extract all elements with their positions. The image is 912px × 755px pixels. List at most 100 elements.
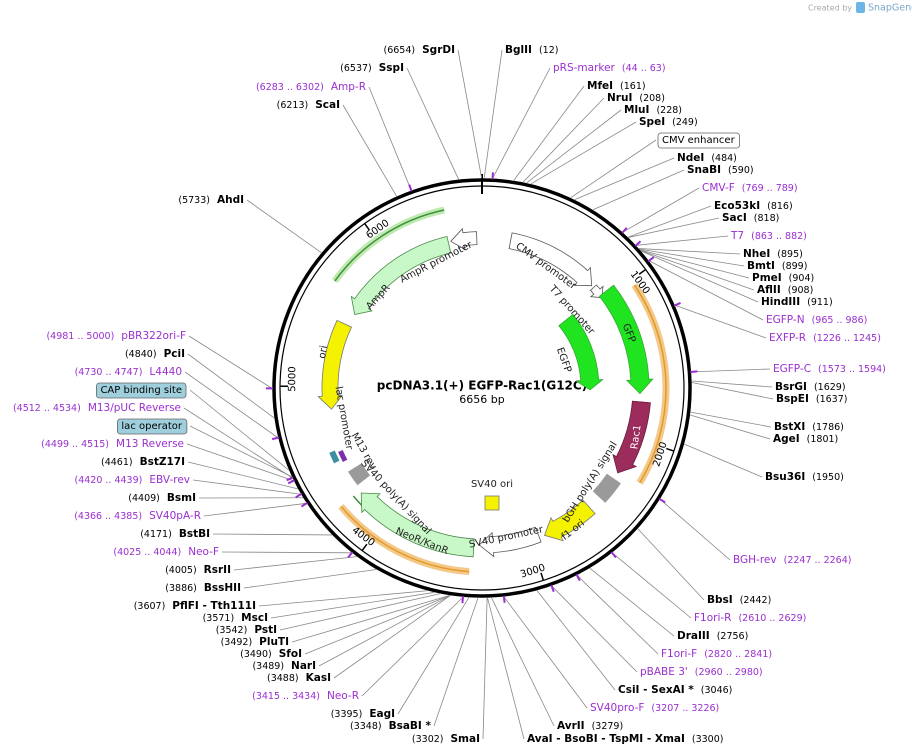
label-name: EXFP-R [769, 332, 806, 344]
label-name: pBABE 3' [640, 666, 688, 678]
site-label: pBABE 3' (2960 .. 2980) [640, 666, 763, 678]
label-name: Neo-F [188, 546, 219, 558]
restriction-site: (3348) BsaBI * [350, 597, 479, 732]
label-name: pBR322ori-F [121, 330, 186, 342]
label-name: F1ori-F [661, 648, 697, 660]
label-name: MluI [624, 104, 649, 116]
restriction-site: (6537) SspI [340, 62, 459, 180]
restriction-site: SnaBI (590) [592, 164, 754, 211]
restriction-site: (3488) KasI [267, 595, 451, 684]
restriction-site: Eco53kI (816) [628, 200, 793, 238]
label-position: (4420 .. 4439) [75, 475, 143, 486]
primer-mark [271, 436, 280, 441]
primer: EGFP-N (965 .. 986) [647, 256, 867, 326]
label-position: (4512 .. 4534) [13, 403, 81, 414]
label-name: ScaI [315, 99, 340, 111]
restriction-site: (3542) PstI [216, 593, 440, 636]
primer-mark [550, 584, 555, 593]
restriction-site: (3490) SfoI [240, 595, 451, 660]
site-label: NheI (895) [743, 248, 803, 260]
leader-line [258, 590, 428, 607]
feature-arrow [478, 526, 542, 558]
restriction-site: SacI (818) [628, 212, 780, 238]
label-name: SV40pA-R [149, 510, 201, 522]
restriction-site: BbsI (2442) [637, 528, 771, 606]
leader-line [503, 596, 588, 709]
leader-line [530, 121, 637, 185]
leader-line [628, 217, 720, 238]
site-label: BbsI (2442) [707, 594, 771, 606]
label-name: Amp-R [331, 81, 366, 93]
primer: EGFP-C (1573 .. 1594) [690, 363, 886, 375]
feature-arrow [360, 492, 475, 558]
label-name: PciI [164, 348, 185, 360]
site-label: (4461) BstZ17I [101, 456, 185, 468]
site-label: EGFP-C (1573 .. 1594) [773, 363, 886, 375]
label-position: (4171) [140, 529, 172, 540]
label-name: EGFP-N [766, 314, 805, 326]
map-title: pcDNA3.1(+) EGFP-Rac1(G12C) [377, 379, 587, 393]
label-position: (2247 .. 2264) [784, 555, 852, 566]
primer-mark [634, 240, 642, 247]
label-name: BGH-rev [733, 554, 777, 566]
primer-mark [295, 492, 303, 499]
label-name: CsiI - SexAI * [618, 684, 694, 696]
leader-line [189, 389, 289, 471]
label-position: (5733) [178, 195, 210, 206]
site-label: (3488) KasI [267, 672, 331, 684]
site-label: MluI (228) [624, 104, 682, 116]
highlight [633, 284, 667, 484]
restriction-site: DraIII (2756) [589, 567, 748, 642]
restriction-site: BmtI (899) [639, 248, 807, 272]
label-position: (818) [754, 213, 780, 224]
site-label: BsrGI (1629) [775, 381, 846, 393]
leader-line [659, 498, 731, 561]
label-position: (4461) [101, 457, 133, 468]
site-label: (4981 .. 5000) pBR322ori-F [46, 330, 186, 342]
label-position: (4981 .. 5000) [46, 331, 114, 342]
leader-line [397, 597, 470, 715]
label-position: (228) [656, 105, 682, 116]
restriction-site: (3302) SmaI [412, 597, 488, 745]
leader-line [628, 205, 712, 238]
site-label: (6654) SgrDI [384, 44, 455, 56]
label-name: PmeI [752, 272, 782, 284]
feature-box [657, 132, 740, 149]
site-label: (3571) MscI [203, 612, 268, 624]
site-label: (4171) BstBI [140, 528, 210, 540]
site-label: (3395) EagI [331, 708, 395, 720]
primer: pRS-marker (44 .. 63) [491, 62, 666, 180]
restriction-site: BstXI (1786) [690, 411, 844, 433]
restriction-site: NruI (208) [522, 92, 665, 183]
label-position: (6213) [277, 100, 309, 111]
label-name: AvrII [557, 720, 585, 732]
label-name: BbsI [707, 594, 733, 606]
label-position: (4025 .. 4044) [113, 547, 181, 558]
label-position: (44 .. 63) [622, 63, 666, 74]
leader-line [690, 411, 772, 428]
restriction-site: MfeI (161) [513, 80, 646, 181]
leader-line [433, 597, 479, 727]
label-name: AhdI [217, 194, 244, 206]
primer-mark [575, 573, 581, 582]
leader-line [636, 235, 729, 246]
label-position: (1226 .. 1245) [813, 333, 881, 344]
restriction-site: (5733) AhdI [178, 194, 322, 254]
site-label: BstXI (1786) [774, 421, 844, 433]
site-label: (3489) NarI [252, 660, 316, 672]
label-name: T7 [730, 230, 744, 242]
label-name: NruI [607, 92, 632, 104]
leader-line [551, 585, 638, 673]
site-label: NruI (208) [607, 92, 665, 104]
tick-mark [666, 447, 675, 452]
feature-box [348, 463, 371, 486]
label-name: PluTI [259, 636, 289, 648]
label-position: (3542) [216, 625, 248, 636]
leader-line [243, 569, 377, 589]
label-name: SgrDI [422, 44, 455, 56]
label-position: (249) [672, 117, 698, 128]
restriction-site: (3607) PflFI - Tth111I [134, 590, 428, 612]
leader-line [691, 382, 774, 400]
